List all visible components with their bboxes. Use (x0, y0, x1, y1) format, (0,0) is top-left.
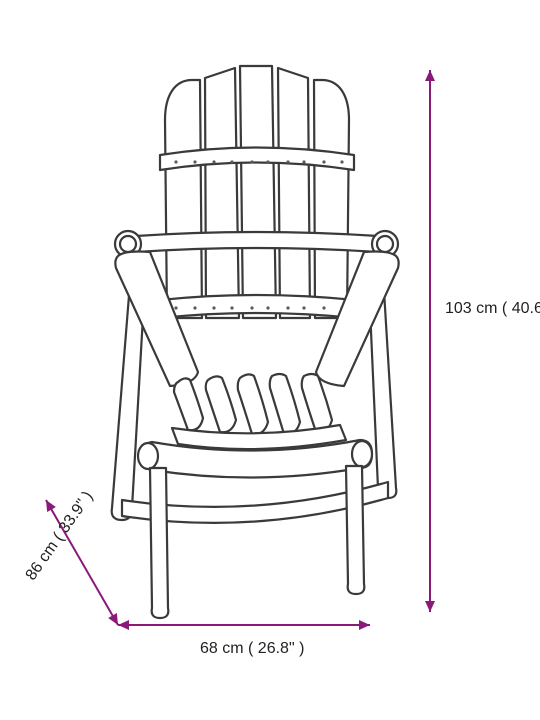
rivet (266, 160, 269, 163)
arrowhead (425, 601, 435, 612)
seat-slat-3 (270, 374, 300, 434)
arrowhead (359, 620, 370, 630)
rivet (230, 306, 233, 309)
front-log-cap-right (352, 441, 372, 467)
rivet (286, 160, 289, 163)
arrowhead (118, 620, 129, 630)
rivet (250, 160, 253, 163)
rivet (266, 306, 269, 309)
arm-rail (136, 232, 378, 252)
rivet (302, 306, 305, 309)
rivet (230, 160, 233, 163)
chair-outline (112, 66, 399, 618)
rivet (212, 306, 215, 309)
front-log-cap-left (138, 443, 158, 469)
back-slat-4 (314, 80, 349, 318)
rivet (302, 160, 305, 163)
dim-width-in: ( 26.8" ) (248, 640, 304, 657)
dim-height-cm: 103 cm (445, 300, 497, 317)
rivet (193, 160, 196, 163)
rivet (340, 160, 343, 163)
rivet (193, 306, 196, 309)
dim-height-label: 103 cm ( 40.6" ) (445, 300, 540, 318)
seat-slat-0 (174, 378, 203, 430)
seat-slat-2 (238, 374, 268, 434)
dimension-diagram (0, 0, 540, 720)
dim-width-cm: 68 cm (200, 640, 244, 657)
back-slat-3 (278, 68, 310, 318)
rivet (322, 160, 325, 163)
leg-front-left (150, 468, 168, 618)
dim-width-label: 68 cm ( 26.8" ) (200, 640, 304, 658)
rivet (286, 306, 289, 309)
leg-front-right (346, 466, 364, 594)
arrowhead (425, 70, 435, 81)
back-slat-1 (205, 68, 239, 318)
rivet (212, 160, 215, 163)
rivet (322, 306, 325, 309)
seat-slat-1 (206, 376, 236, 432)
arm-log-left-inner (120, 236, 136, 252)
arm-log-right-inner (377, 236, 393, 252)
rivet (250, 306, 253, 309)
back-slat-0 (165, 80, 202, 318)
rivet (174, 160, 177, 163)
rivet (174, 306, 177, 309)
back-slat-2 (240, 66, 276, 318)
dim-height-in: ( 40.6" ) (502, 300, 540, 317)
